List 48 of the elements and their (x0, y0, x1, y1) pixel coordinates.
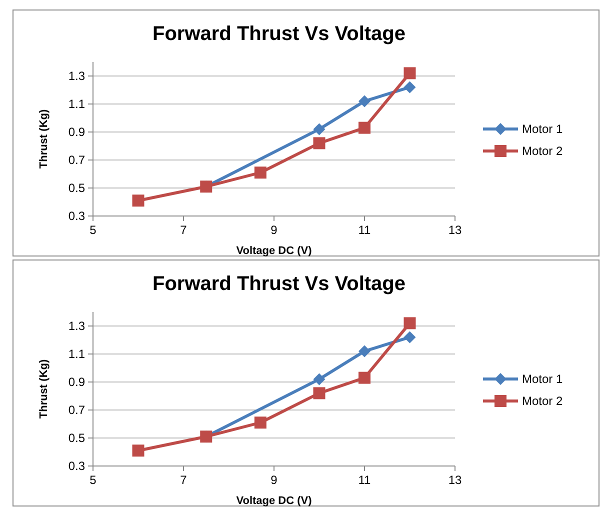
x-tick-label: 5 (90, 223, 97, 237)
y-tick-label: 1.3 (68, 319, 86, 333)
chart-title: Forward Thrust Vs Voltage (152, 273, 406, 295)
y-tick-label: 0.3 (68, 459, 86, 473)
y-tick-label: 1.1 (68, 97, 86, 111)
chart-title: Forward Thrust Vs Voltage (152, 23, 406, 45)
y-axis-title: Thrust (Kg) (38, 359, 50, 419)
point (358, 122, 370, 134)
point (313, 373, 326, 386)
point (358, 345, 370, 358)
point (313, 123, 326, 136)
y-tick-label: 0.9 (68, 375, 86, 389)
x-tick-label: 11 (358, 223, 372, 237)
point (254, 416, 266, 429)
y-tick-label: 0.5 (68, 181, 86, 195)
x-axis-title: Voltage DC (V) (236, 495, 312, 507)
point (404, 317, 416, 330)
point (313, 137, 326, 150)
y-tick-label: 0.5 (68, 431, 86, 445)
x-tick-label: 13 (448, 473, 462, 487)
y-tick-label: 1.1 (68, 347, 86, 361)
y-tick-label: 0.3 (68, 209, 86, 223)
point (358, 95, 370, 108)
x-axis-title: Voltage DC (V) (236, 245, 312, 257)
point (132, 444, 144, 457)
legend-label: Motor 2 (522, 394, 564, 408)
point (132, 194, 144, 207)
x-tick-label: 11 (358, 473, 372, 487)
point (404, 81, 416, 94)
x-tick-label: 7 (180, 223, 188, 237)
y-axis-title: Thrust (Kg) (38, 109, 50, 169)
legend-label: Motor 1 (522, 372, 564, 386)
point (404, 67, 416, 80)
point (404, 331, 416, 344)
legend-label: Motor 1 (522, 122, 564, 136)
x-tick-label: 9 (270, 223, 278, 237)
x-tick-label: 13 (448, 223, 462, 237)
x-tick-label: 5 (90, 473, 97, 487)
y-tick-label: 0.7 (68, 153, 86, 167)
x-tick-label: 7 (180, 473, 188, 487)
y-tick-label: 0.9 (68, 125, 86, 139)
y-tick-label: 1.3 (68, 69, 86, 83)
point (313, 387, 326, 400)
legend-label: Motor 2 (522, 144, 564, 158)
point (358, 372, 370, 384)
point (254, 166, 266, 179)
y-tick-label: 0.7 (68, 403, 86, 417)
x-tick-label: 9 (270, 473, 278, 487)
